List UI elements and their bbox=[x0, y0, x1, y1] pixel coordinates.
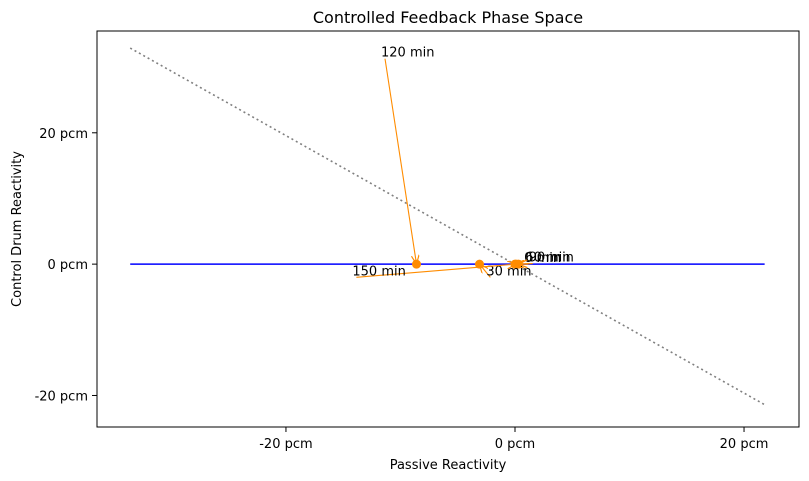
annotation-arrow-5 bbox=[518, 264, 533, 265]
annotation-label-4: 150 min bbox=[352, 264, 405, 279]
x-axis-label: Passive Reactivity bbox=[390, 458, 507, 473]
y-axis: 20 pcm 0 pcm -20 pcm bbox=[35, 127, 97, 404]
diagonal-reference-line bbox=[129, 47, 766, 406]
y-tick-label-2: -20 pcm bbox=[35, 389, 88, 404]
annotation-label-1: 30 min bbox=[486, 264, 531, 279]
plot-frame bbox=[96, 30, 800, 428]
annotation-label-2: 60 min bbox=[525, 251, 570, 266]
chart-title: Controlled Feedback Phase Space bbox=[313, 8, 583, 27]
annotation-arrow-4 bbox=[356, 264, 516, 278]
y-tick-label-1: 0 pcm bbox=[48, 258, 88, 273]
annotation-label-5: 90 min bbox=[529, 251, 574, 266]
annotation-arrow-1 bbox=[479, 264, 491, 278]
y-tick-label-0: 20 pcm bbox=[39, 127, 88, 142]
x-tick-label-0: -20 pcm bbox=[259, 437, 312, 452]
x-axis: -20 pcm 0 pcm 20 pcm bbox=[259, 427, 768, 452]
annotation-label-3: 120 min bbox=[381, 46, 434, 61]
x-tick-label-2: 20 pcm bbox=[720, 437, 769, 452]
annotation-arrow-3 bbox=[384, 58, 417, 264]
y-axis-label: Control Drum Reactivity bbox=[10, 151, 25, 307]
annotation-label-0: 0 min bbox=[524, 251, 561, 266]
x-tick-label-1: 0 pcm bbox=[495, 437, 535, 452]
